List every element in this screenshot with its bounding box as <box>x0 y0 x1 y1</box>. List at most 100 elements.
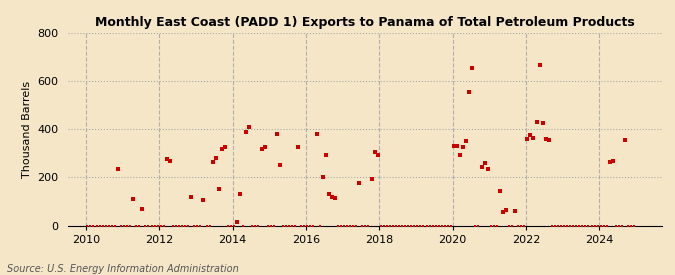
Point <box>366 176 377 181</box>
Point <box>592 223 603 228</box>
Point <box>91 223 102 228</box>
Point <box>235 192 246 196</box>
Point <box>568 223 578 228</box>
Point <box>439 223 450 228</box>
Point <box>265 223 276 228</box>
Text: Source: U.S. Energy Information Administration: Source: U.S. Energy Information Administ… <box>7 264 238 274</box>
Point <box>277 223 288 228</box>
Point <box>604 160 615 164</box>
Point <box>455 152 466 157</box>
Point <box>589 223 600 228</box>
Point <box>327 194 338 199</box>
Point <box>565 223 576 228</box>
Point <box>452 144 462 148</box>
Point <box>385 223 396 228</box>
Point <box>305 223 316 228</box>
Point <box>339 223 350 228</box>
Point <box>149 223 160 228</box>
Point <box>308 223 319 228</box>
Point <box>290 223 300 228</box>
Point <box>88 223 99 228</box>
Point <box>241 130 252 134</box>
Point <box>232 220 242 224</box>
Point <box>314 223 325 228</box>
Point <box>211 156 221 160</box>
Point <box>250 223 261 228</box>
Point <box>128 197 138 201</box>
Point <box>171 223 182 228</box>
Point <box>317 175 328 180</box>
Point <box>559 223 570 228</box>
Point <box>143 223 154 228</box>
Point <box>85 223 96 228</box>
Point <box>571 223 582 228</box>
Point <box>528 136 539 140</box>
Point <box>495 188 506 193</box>
Point <box>614 223 624 228</box>
Point <box>223 223 234 228</box>
Point <box>296 223 306 228</box>
Point <box>122 223 132 228</box>
Point <box>302 223 313 228</box>
Point <box>131 223 142 228</box>
Point <box>107 223 117 228</box>
Point <box>323 192 334 196</box>
Point <box>525 133 536 138</box>
Point <box>406 223 416 228</box>
Point <box>522 137 533 141</box>
Point <box>97 223 108 228</box>
Point <box>400 223 410 228</box>
Point <box>134 223 144 228</box>
Point <box>177 223 188 228</box>
Point <box>375 223 386 228</box>
Point <box>95 223 105 228</box>
Point <box>595 223 606 228</box>
Point <box>516 223 526 228</box>
Point <box>119 223 130 228</box>
Point <box>271 132 282 136</box>
Point <box>345 223 356 228</box>
Point <box>284 223 294 228</box>
Point <box>387 223 398 228</box>
Point <box>540 137 551 141</box>
Point <box>504 223 514 228</box>
Point <box>357 223 368 228</box>
Point <box>161 157 172 161</box>
Point <box>467 66 478 70</box>
Point <box>321 152 331 157</box>
Point <box>275 163 286 167</box>
Point <box>113 167 124 171</box>
Point <box>183 223 194 228</box>
Point <box>394 223 404 228</box>
Point <box>180 223 190 228</box>
Point <box>617 223 628 228</box>
Point <box>501 208 512 212</box>
Point <box>397 223 408 228</box>
Point <box>256 146 267 151</box>
Point <box>244 125 254 129</box>
Point <box>626 223 637 228</box>
Point <box>620 138 630 142</box>
Y-axis label: Thousand Barrels: Thousand Barrels <box>22 81 32 178</box>
Point <box>351 223 362 228</box>
Point <box>101 223 111 228</box>
Point <box>186 194 196 199</box>
Point <box>146 223 157 228</box>
Point <box>531 120 542 124</box>
Point <box>491 223 502 228</box>
Point <box>269 223 279 228</box>
Point <box>537 121 548 125</box>
Point <box>379 223 389 228</box>
Point <box>482 167 493 171</box>
Point <box>546 223 557 228</box>
Point <box>473 223 484 228</box>
Point <box>342 223 352 228</box>
Point <box>497 210 508 214</box>
Point <box>363 223 374 228</box>
Point <box>583 223 594 228</box>
Point <box>430 223 441 228</box>
Point <box>293 145 304 150</box>
Point <box>562 223 572 228</box>
Point <box>437 223 448 228</box>
Point <box>580 223 591 228</box>
